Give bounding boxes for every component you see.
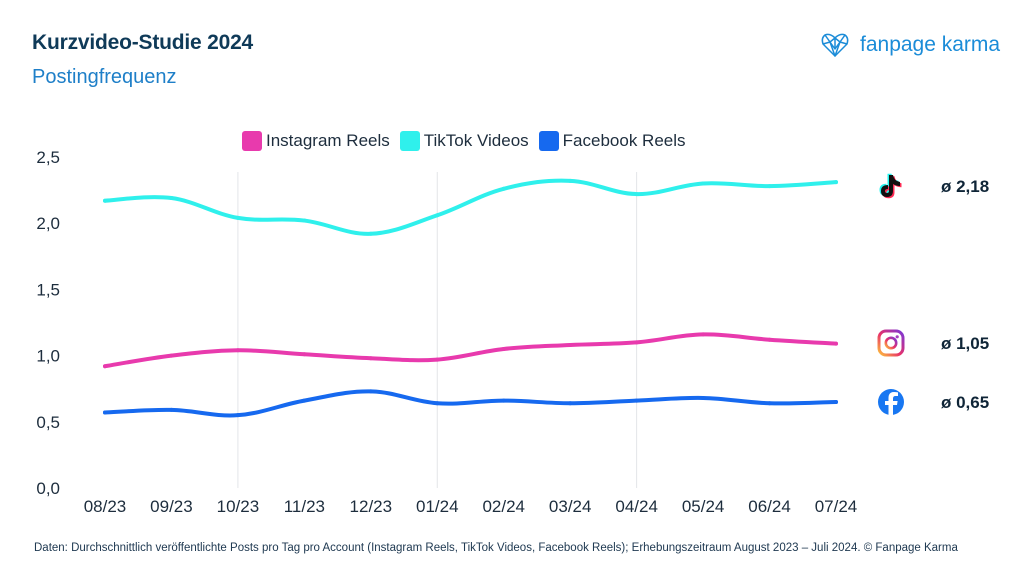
x-axis-ticks: 08/23 09/23 10/23 11/23 12/23 01/24 02/24 03/24… bbox=[84, 497, 858, 516]
data-point-facebook bbox=[103, 410, 107, 415]
x-tick-label: 05/24 bbox=[682, 497, 725, 516]
tiktok-icon bbox=[879, 173, 902, 199]
data-point-instagram bbox=[501, 346, 506, 351]
data-point-tiktok bbox=[634, 192, 639, 197]
data-point-instagram bbox=[634, 340, 639, 345]
data-point-facebook bbox=[834, 399, 838, 404]
data-point-facebook bbox=[368, 389, 373, 394]
x-tick-label: 12/23 bbox=[350, 497, 393, 516]
data-point-tiktok bbox=[368, 231, 373, 236]
legend-label-instagram: Instagram Reels bbox=[266, 131, 390, 150]
x-tick-label: 08/23 bbox=[84, 497, 127, 516]
legend-swatch-tiktok bbox=[399, 131, 420, 151]
instagram-icon bbox=[877, 329, 905, 357]
chart-subtitle: Postingfrequenz bbox=[32, 66, 177, 88]
average-label-facebook: ø 0,65 bbox=[941, 393, 989, 412]
average-annotations: ø 2,18 ø 1,05 ø 0,65 bbox=[877, 173, 989, 415]
heart-network-icon bbox=[821, 33, 849, 57]
data-point-instagram bbox=[169, 353, 174, 358]
data-point-tiktok bbox=[169, 196, 174, 201]
x-tick-label: 10/23 bbox=[217, 497, 260, 516]
y-tick-label: 1,0 bbox=[36, 347, 60, 366]
x-tick-label: 06/24 bbox=[748, 497, 791, 516]
legend-label-facebook: Facebook Reels bbox=[562, 131, 686, 150]
y-tick-label: 2,5 bbox=[36, 148, 60, 167]
legend-item-tiktok[interactable]: TikTok Videos bbox=[399, 131, 529, 151]
x-tick-label: 01/24 bbox=[416, 497, 459, 516]
legend-item-facebook[interactable]: Facebook Reels bbox=[538, 131, 686, 151]
chart-title: Kurzvideo-Studie 2024 bbox=[32, 31, 254, 54]
y-tick-label: 0,0 bbox=[36, 479, 60, 498]
data-point-tiktok bbox=[701, 181, 706, 186]
data-point-tiktok bbox=[435, 213, 440, 218]
data-point-facebook bbox=[767, 401, 772, 406]
data-point-instagram bbox=[368, 356, 373, 361]
x-tick-label: 04/24 bbox=[615, 497, 658, 516]
data-point-instagram bbox=[834, 341, 838, 346]
chart-legend: Instagram Reels TikTok Videos Facebook R… bbox=[242, 130, 696, 152]
x-tick-label: 02/24 bbox=[482, 497, 525, 516]
data-point-facebook bbox=[235, 413, 240, 418]
data-point-instagram bbox=[302, 352, 307, 357]
legend-item-instagram[interactable]: Instagram Reels bbox=[242, 131, 390, 151]
data-point-facebook bbox=[634, 398, 639, 403]
data-point-instagram bbox=[103, 364, 107, 369]
data-point-tiktok bbox=[235, 215, 240, 220]
data-point-instagram bbox=[701, 332, 706, 337]
data-point-facebook bbox=[169, 407, 174, 412]
y-axis-ticks: 0,0 0,5 1,0 1,5 2,0 2,5 bbox=[36, 148, 60, 498]
data-point-facebook bbox=[701, 395, 706, 400]
data-point-tiktok bbox=[103, 198, 107, 203]
x-tick-label: 03/24 bbox=[549, 497, 592, 516]
average-label-tiktok: ø 2,18 bbox=[941, 177, 989, 196]
x-tick-label: 11/23 bbox=[284, 497, 325, 516]
series-layer bbox=[103, 178, 838, 418]
data-point-tiktok bbox=[501, 186, 506, 191]
data-point-instagram bbox=[568, 343, 573, 348]
data-point-tiktok bbox=[568, 178, 573, 183]
data-point-instagram bbox=[435, 357, 440, 362]
y-tick-label: 1,5 bbox=[36, 280, 60, 299]
data-point-instagram bbox=[235, 348, 240, 353]
average-label-instagram: ø 1,05 bbox=[941, 334, 989, 353]
legend-label-tiktok: TikTok Videos bbox=[423, 131, 529, 150]
legend-swatch-instagram bbox=[242, 131, 262, 151]
data-point-facebook bbox=[501, 398, 506, 403]
data-point-facebook bbox=[302, 398, 307, 403]
grid-layer bbox=[237, 172, 638, 488]
data-point-tiktok bbox=[767, 184, 772, 189]
legend-swatch-facebook bbox=[538, 131, 559, 151]
series-line-instagram bbox=[103, 332, 838, 369]
y-tick-label: 0,5 bbox=[36, 413, 60, 432]
x-tick-label: 07/24 bbox=[815, 497, 858, 516]
data-point-facebook bbox=[435, 401, 440, 406]
brand-name: fanpage karma bbox=[860, 33, 1001, 56]
data-point-tiktok bbox=[302, 218, 307, 223]
data-point-tiktok bbox=[834, 180, 838, 185]
x-tick-label: 09/23 bbox=[150, 497, 193, 516]
series-line-facebook bbox=[103, 389, 838, 418]
facebook-icon bbox=[878, 389, 904, 415]
brand-logo[interactable]: fanpage karma bbox=[820, 30, 1000, 60]
data-point-instagram bbox=[767, 337, 772, 342]
series-line-tiktok bbox=[103, 178, 838, 236]
footer-note: Daten: Durchschnittlich veröffentlichte … bbox=[34, 542, 958, 554]
data-point-facebook bbox=[568, 401, 573, 406]
y-tick-label: 2,0 bbox=[36, 214, 60, 233]
